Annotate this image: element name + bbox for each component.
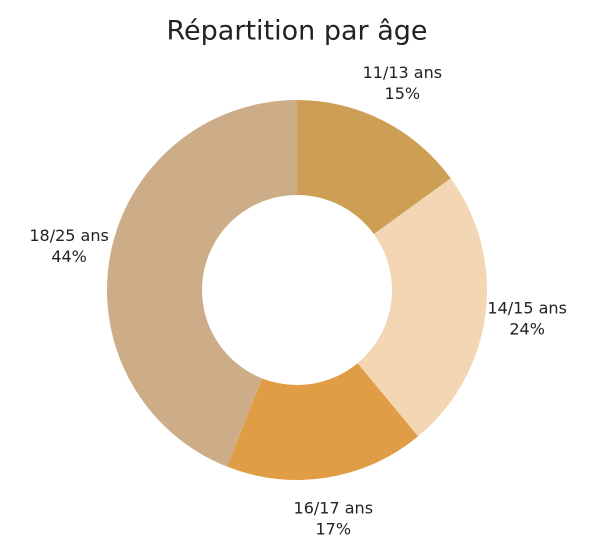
slice-value-label: 44% — [51, 247, 87, 266]
slice-category-label: 14/15 ans — [487, 299, 566, 318]
donut-slice — [357, 178, 488, 437]
chart-title: Répartition par âge — [167, 16, 428, 47]
donut-slice — [106, 100, 297, 467]
donut-slice — [297, 100, 451, 235]
slice-category-label: 11/13 ans — [363, 63, 442, 82]
donut-slice — [227, 363, 419, 480]
slice-category-label: 18/25 ans — [29, 226, 108, 245]
slice-category-label: 16/17 ans — [294, 499, 373, 518]
slice-value-label: 15% — [385, 84, 421, 103]
slice-value-label: 17% — [316, 520, 352, 539]
slice-value-label: 24% — [509, 320, 545, 339]
